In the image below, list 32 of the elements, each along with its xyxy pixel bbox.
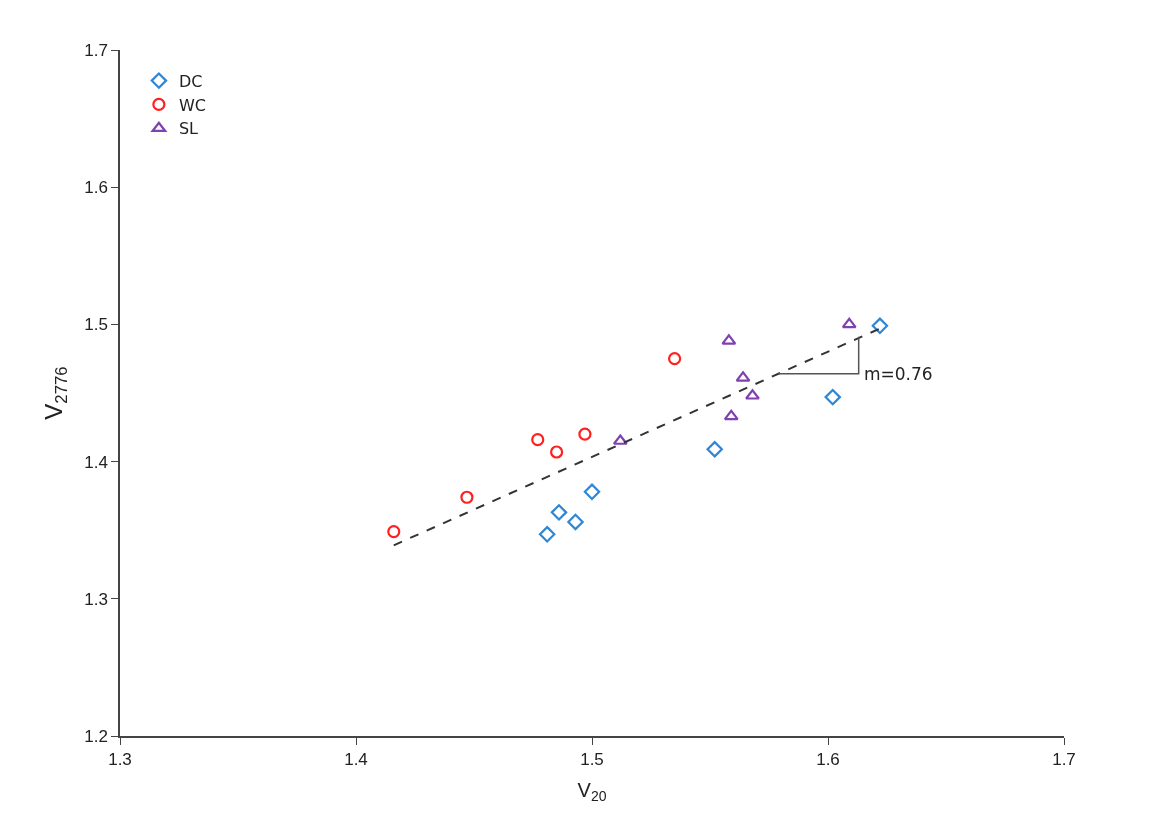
point bbox=[745, 389, 760, 400]
point bbox=[871, 317, 889, 335]
point bbox=[460, 490, 474, 504]
x-axis-title: V$_{20}$ bbox=[577, 779, 607, 805]
y-tick-label: 1.5 bbox=[84, 315, 108, 335]
point bbox=[538, 526, 556, 543]
y-tick-label: 1.3 bbox=[84, 589, 108, 609]
annotation: m=0.76 bbox=[864, 364, 933, 384]
x-tick-label: 1.4 bbox=[344, 750, 368, 770]
point bbox=[578, 427, 592, 441]
point bbox=[723, 409, 739, 421]
x-tick-label: 1.7 bbox=[1052, 750, 1076, 770]
x-tick-label: 1.6 bbox=[816, 750, 840, 770]
y-tick-label: 1.7 bbox=[84, 40, 108, 60]
point bbox=[387, 524, 401, 539]
point bbox=[841, 317, 857, 329]
point bbox=[567, 513, 584, 531]
legend-label: DC bbox=[178, 71, 203, 91]
x-tick-label: 1.5 bbox=[580, 750, 604, 770]
point bbox=[550, 445, 564, 459]
point bbox=[583, 483, 601, 501]
point bbox=[550, 504, 568, 521]
point bbox=[706, 441, 723, 458]
point bbox=[668, 352, 682, 366]
legend-label: SL bbox=[178, 119, 199, 139]
point bbox=[824, 388, 841, 406]
point bbox=[531, 433, 545, 447]
y-tick-label: 1.6 bbox=[84, 178, 108, 198]
y-tick-label: 1.4 bbox=[84, 452, 108, 472]
y-tick-label: 1.2 bbox=[84, 726, 108, 746]
x-tick-label: 1.3 bbox=[108, 750, 132, 770]
legend-label: WC bbox=[178, 95, 206, 115]
